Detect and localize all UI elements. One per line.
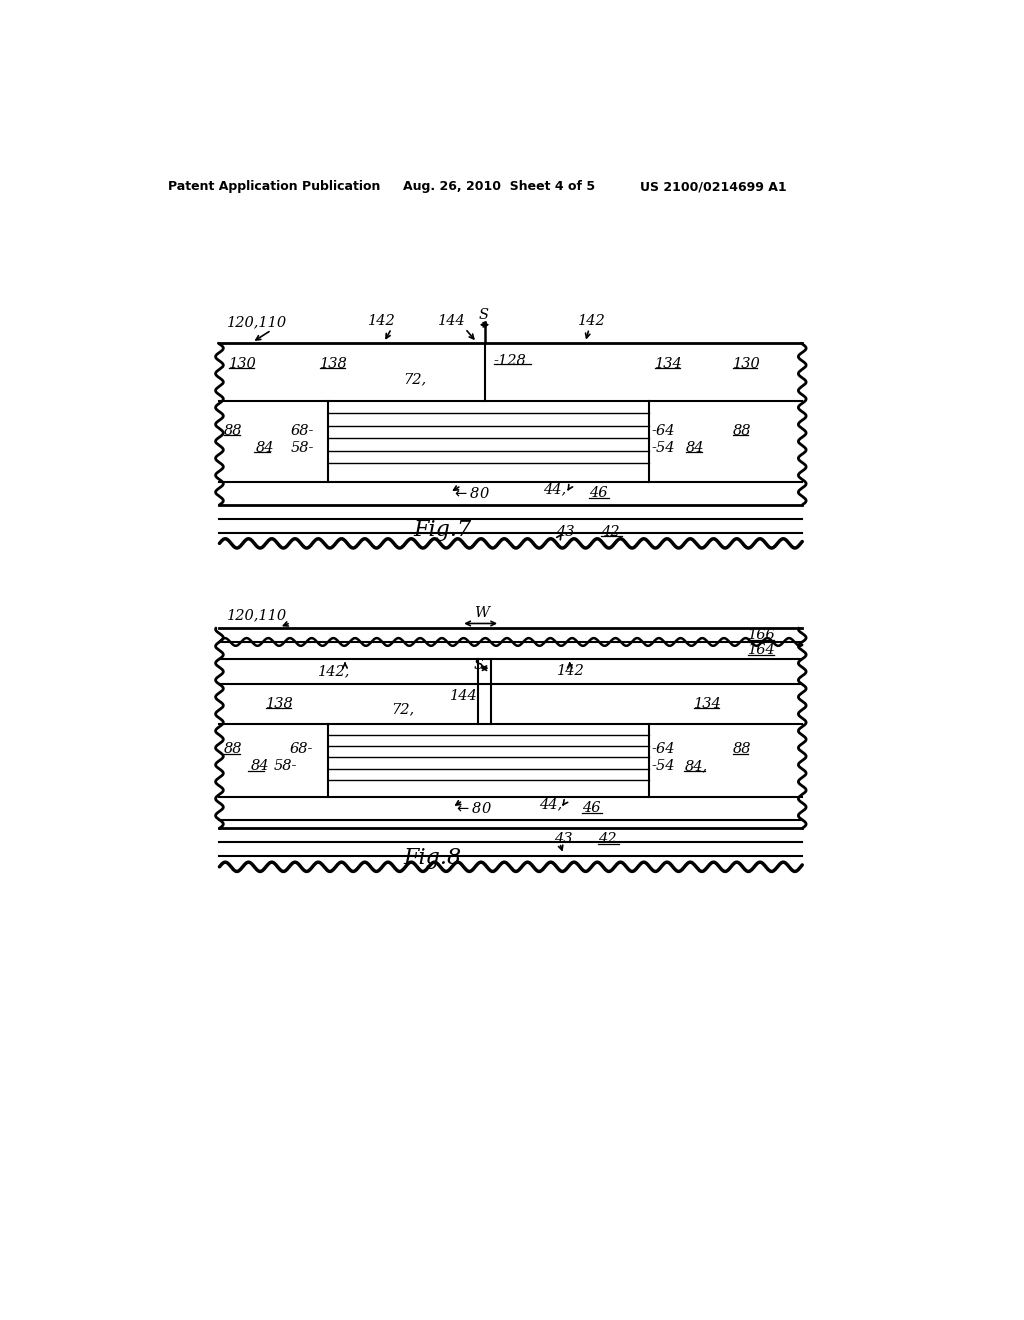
Text: 130: 130 bbox=[732, 358, 760, 371]
Text: 88: 88 bbox=[224, 742, 243, 756]
Text: 68-: 68- bbox=[289, 742, 312, 756]
Text: 134: 134 bbox=[693, 697, 722, 710]
Text: 88: 88 bbox=[732, 742, 751, 756]
Text: 120,110: 120,110 bbox=[227, 315, 288, 330]
Text: Fig.7: Fig.7 bbox=[414, 519, 471, 541]
Text: 72,: 72, bbox=[391, 702, 415, 717]
Text: 142,: 142, bbox=[317, 664, 350, 678]
Text: W: W bbox=[474, 606, 488, 620]
Text: 84,: 84, bbox=[684, 759, 708, 774]
Text: 58-: 58- bbox=[291, 441, 314, 454]
Text: 84: 84 bbox=[251, 759, 269, 774]
Text: 46: 46 bbox=[589, 486, 607, 500]
Text: 120,110: 120,110 bbox=[227, 609, 288, 622]
Text: Aug. 26, 2010  Sheet 4 of 5: Aug. 26, 2010 Sheet 4 of 5 bbox=[403, 181, 595, 194]
Text: 84: 84 bbox=[686, 441, 705, 454]
Text: $\leftarrow$80: $\leftarrow$80 bbox=[452, 486, 490, 500]
Text: 164: 164 bbox=[748, 643, 776, 657]
Text: 68-: 68- bbox=[291, 424, 314, 438]
Text: S: S bbox=[479, 308, 489, 322]
Text: Fig.8: Fig.8 bbox=[403, 846, 461, 869]
Text: 134: 134 bbox=[655, 358, 683, 371]
Text: 138: 138 bbox=[266, 697, 294, 710]
Text: Patent Application Publication: Patent Application Publication bbox=[168, 181, 381, 194]
Text: 144: 144 bbox=[438, 314, 466, 327]
Text: -64: -64 bbox=[652, 424, 676, 438]
Text: 42: 42 bbox=[598, 832, 616, 846]
Text: 44,: 44, bbox=[543, 483, 565, 496]
Text: -54: -54 bbox=[652, 759, 676, 774]
Text: -54: -54 bbox=[652, 441, 676, 454]
Text: 43: 43 bbox=[556, 525, 574, 539]
Text: 142: 142 bbox=[557, 664, 585, 678]
Text: 142: 142 bbox=[369, 314, 396, 327]
Text: 42: 42 bbox=[601, 525, 620, 539]
Text: 88: 88 bbox=[224, 424, 243, 438]
Text: 138: 138 bbox=[321, 358, 348, 371]
Text: -128: -128 bbox=[494, 354, 526, 367]
Text: 84: 84 bbox=[256, 441, 274, 454]
Text: -64: -64 bbox=[652, 742, 676, 756]
Text: US 2100/0214699 A1: US 2100/0214699 A1 bbox=[640, 181, 786, 194]
Text: 46: 46 bbox=[583, 801, 601, 816]
Text: 144: 144 bbox=[450, 689, 477, 702]
Text: 88: 88 bbox=[732, 424, 751, 438]
Text: 166: 166 bbox=[748, 628, 776, 642]
Text: $\leftarrow$80: $\leftarrow$80 bbox=[454, 801, 492, 816]
Text: 72,: 72, bbox=[403, 372, 426, 387]
Text: 44,: 44, bbox=[539, 797, 562, 812]
Text: 43: 43 bbox=[554, 832, 572, 846]
Text: 142: 142 bbox=[578, 314, 605, 327]
Text: 58-: 58- bbox=[273, 759, 297, 774]
Text: 130: 130 bbox=[228, 358, 256, 371]
Text: S: S bbox=[474, 659, 484, 672]
